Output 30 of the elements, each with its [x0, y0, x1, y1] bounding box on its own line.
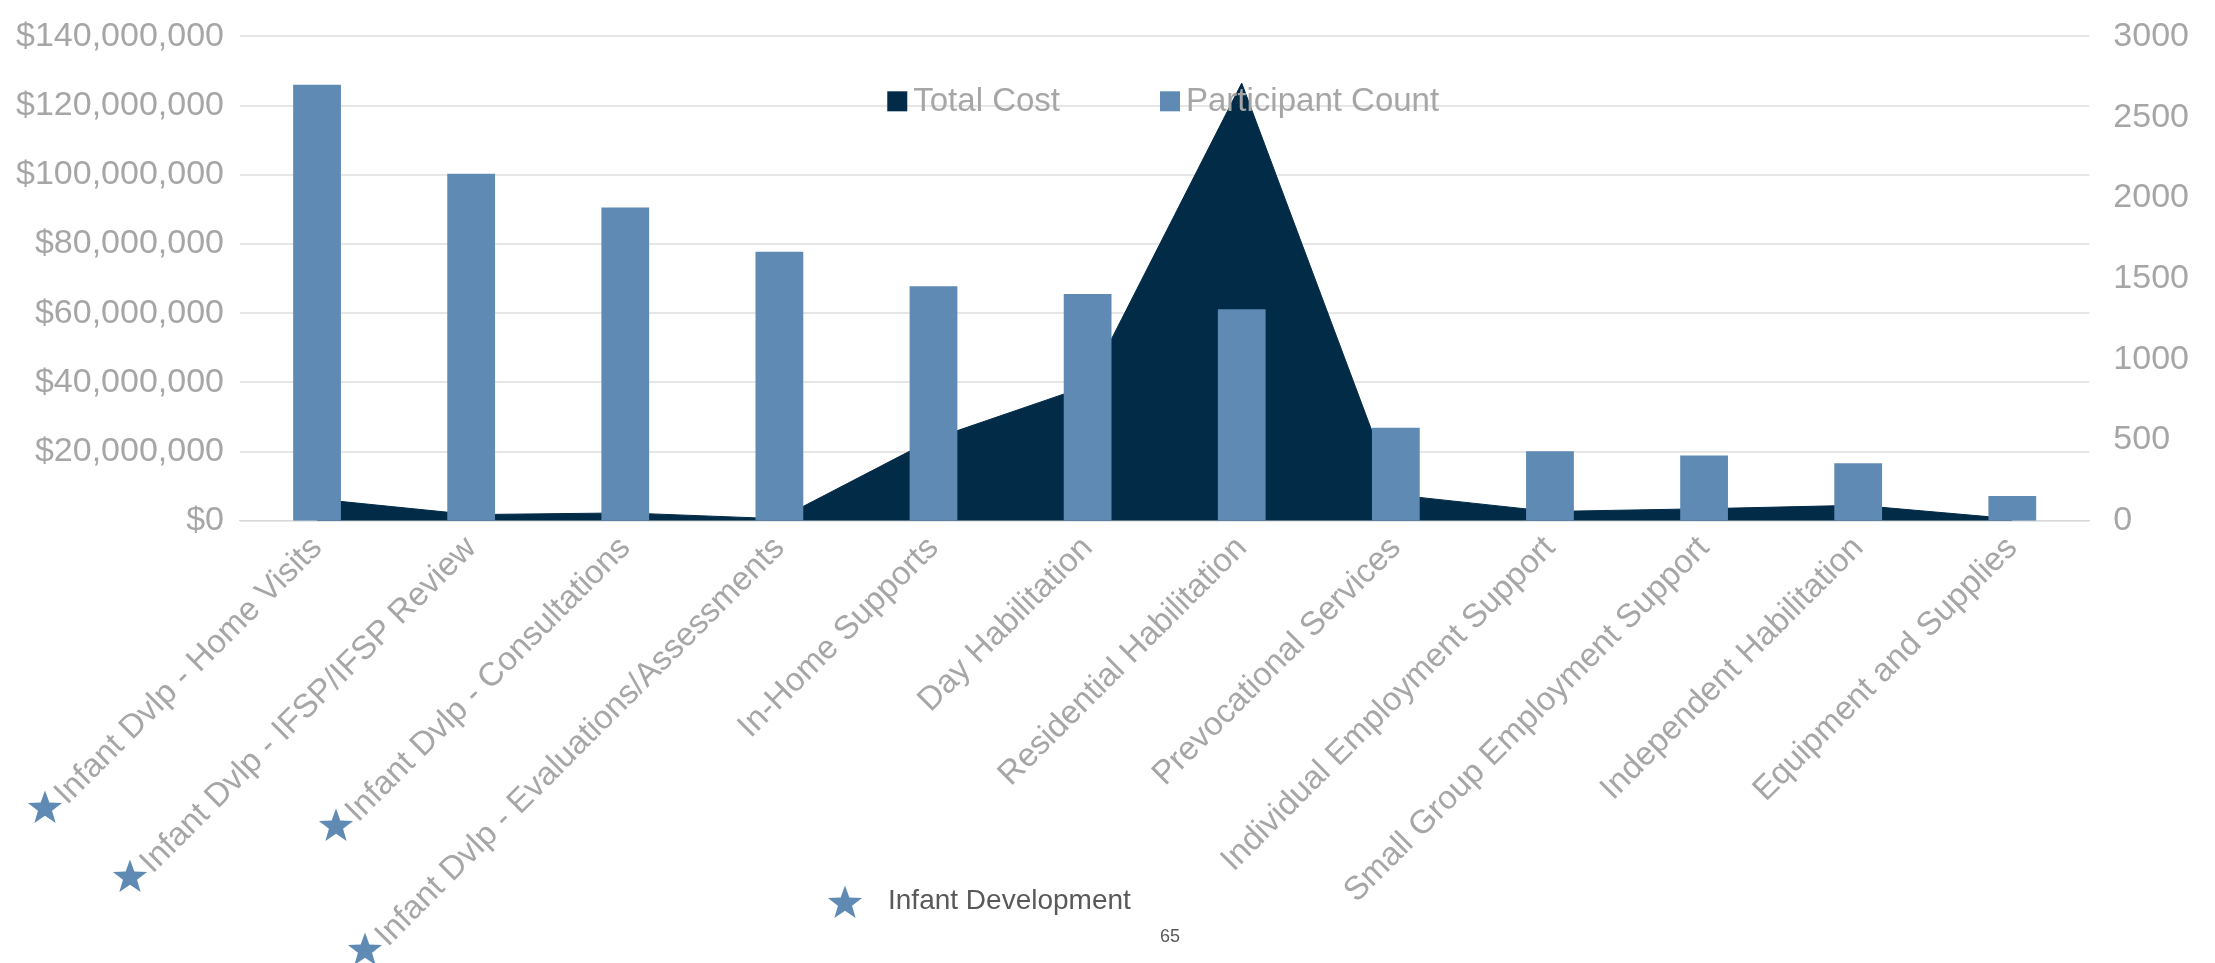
bar — [1371, 427, 1420, 521]
y-tick-label: $100,000,000 — [16, 153, 224, 192]
bar — [1680, 455, 1728, 521]
y-tick-label: $60,000,000 — [34, 291, 224, 330]
y-tick-label: $0 — [186, 499, 224, 538]
legend-label: Total Cost — [913, 81, 1060, 119]
y2-tick-label: 1000 — [2113, 337, 2189, 376]
y-tick-label: $20,000,000 — [34, 430, 224, 469]
bar — [1063, 294, 1112, 521]
bar — [601, 207, 650, 521]
bar — [1988, 495, 2037, 521]
bar — [1217, 309, 1266, 521]
text: 65 — [1160, 926, 1181, 947]
y2-tick-label: 500 — [2113, 418, 2171, 457]
y2-tick-label: 2000 — [2113, 176, 2189, 215]
y2-tick-label: 1500 — [2113, 257, 2189, 295]
text: Infant Development — [888, 884, 1131, 916]
bar — [1526, 451, 1574, 521]
y2-tick-label: 2500 — [2113, 95, 2189, 134]
bar — [447, 173, 496, 521]
bar — [293, 84, 341, 521]
y-tick-label: $80,000,000 — [34, 222, 224, 261]
y-tick-label: $120,000,000 — [16, 83, 224, 122]
bar — [1834, 463, 1883, 521]
bar — [755, 251, 804, 521]
y2-tick-label: 3000 — [2113, 14, 2189, 53]
bar — [909, 286, 958, 521]
y-tick-label: $40,000,000 — [34, 360, 224, 399]
y2-tick-label: 0 — [2113, 499, 2133, 538]
y-tick-label: $140,000,000 — [16, 14, 224, 53]
